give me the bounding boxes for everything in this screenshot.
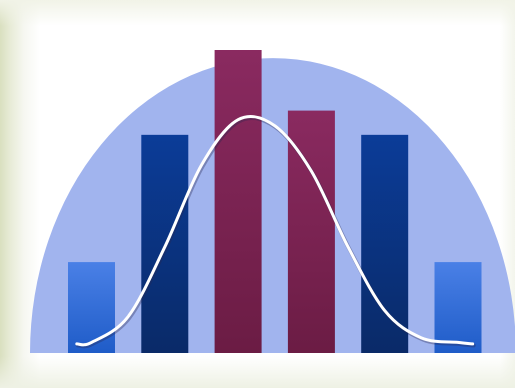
- background-blur-bottom: [0, 356, 515, 388]
- bar-4: [287, 110, 335, 353]
- bar-1: [68, 262, 115, 353]
- bar-3: [214, 50, 262, 353]
- bell-curve-line: [75, 114, 475, 347]
- background-blur-top: [0, 0, 515, 26]
- bar-series: [68, 50, 482, 353]
- bar-5: [361, 134, 409, 353]
- bar-6: [434, 262, 482, 353]
